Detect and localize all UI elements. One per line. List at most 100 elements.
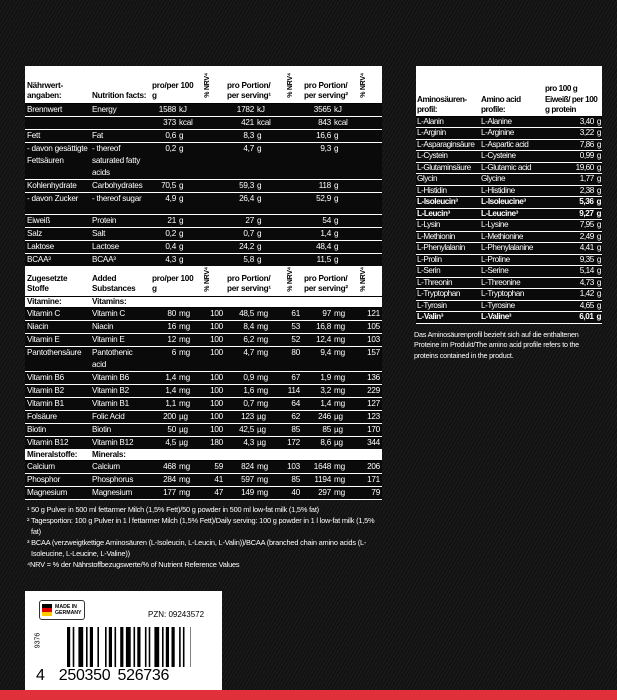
nrv-cell (285, 253, 302, 267)
ean-digit-1: 4 (36, 667, 45, 684)
value-cell: 6 mg (150, 346, 202, 372)
ean-group-2: 526736 (117, 667, 170, 684)
table-row: L-Histidin L-Histidine 2,38 g (416, 185, 602, 197)
value-cell: 16,8 mg (302, 320, 358, 334)
table-row: L-Prolin L-Proline 9,35 g (416, 254, 602, 266)
nrv-cell (285, 214, 302, 228)
nrv-cell (358, 253, 382, 267)
barcode-bar (137, 627, 141, 667)
row-label-de: Laktose (25, 240, 90, 254)
header-serving2: pro Portion/ per serving² (302, 266, 358, 297)
table-row: BCAA³ BCAA³ 4,3 g 5,8 g 11,5 g (25, 253, 382, 267)
row-label-de: Glycin (416, 173, 480, 186)
nrv-cell (358, 103, 382, 117)
barcode-bar (86, 627, 88, 667)
row-label-en: L-Methionine (480, 231, 544, 243)
nrv-cell: 59 (202, 460, 225, 474)
nrv-cell: 40 (285, 486, 302, 500)
nrv-cell: 136 (358, 371, 382, 385)
row-label-en: Salt (90, 227, 150, 241)
section-row: Mineralstoffe: Minerals: (25, 449, 382, 461)
barcode-bar (162, 627, 164, 667)
header-de: Aminosäuren-profil: (416, 66, 480, 117)
table-header: Aminosäuren-profil: Amino acid profile: … (416, 66, 602, 117)
table-row: Glycin Glycine 1,77 g (416, 173, 602, 186)
nutrition-column: Nährwert-angaben: Nutrition facts: pro/p… (25, 66, 382, 570)
nrv-cell (285, 179, 302, 193)
table-row: Eiweiß Protein 21 g 27 g 54 g (25, 214, 382, 228)
row-label-en: Phosphorus (90, 473, 150, 487)
table-row: Calcium Calcium 468 mg 59 824 mg 103 1648 mg 2… (25, 460, 382, 474)
row-label-en: - thereof sugar (90, 192, 150, 215)
row-label-en: L-Glutamic acid (480, 162, 544, 174)
row-label-de: Biotin (25, 423, 90, 437)
row-label-en: L-Histidine (480, 185, 544, 197)
nrv-cell: 103 (285, 460, 302, 474)
value-cell: 1588 kJ (150, 103, 202, 117)
row-label-en: Calcium (90, 460, 150, 474)
barcode-bar (108, 627, 112, 667)
nrv-cell (285, 103, 302, 117)
row-label-de: Pantothensäure (25, 346, 90, 372)
table-row: L-Arginin L-Arginine 3,22 g (416, 127, 602, 140)
nrv-cell: 100 (202, 371, 225, 385)
row-label-de: Phosphor (25, 473, 90, 487)
nrv-cell: 52 (285, 333, 302, 347)
nrv-cell (358, 192, 382, 215)
value-cell: 48,5 mg (225, 307, 285, 321)
nrv-cell: 67 (285, 371, 302, 385)
value-cell: 0,2 g (150, 227, 202, 241)
value-cell: 1,9 mg (302, 371, 358, 385)
barcode-bar (190, 627, 191, 667)
value-cell: 123 µg (225, 410, 285, 424)
header-nrv: % NRV⁴ (358, 66, 382, 104)
footnote: ² Tagesportion: 100 g Pulver in 1 l fett… (27, 515, 375, 536)
value-cell: 12 mg (150, 333, 202, 347)
footnote: ³ BCAA (verzweigtkettige Aminosäuren (L-… (27, 537, 367, 558)
nrv-cell (202, 142, 225, 180)
row-label-de: L-Threonin (416, 277, 480, 289)
table-row: - davon Zucker - thereof sugar 4,9 g 26,4 g… (25, 192, 382, 215)
value-cell: 6,01 g (544, 311, 602, 324)
barcode-icon (67, 627, 191, 667)
nrv-cell: 172 (285, 436, 302, 450)
table-row: L-Cystein L-Cysteine 0,99 g (416, 150, 602, 163)
nrv-cell (202, 240, 225, 254)
table-row: L-Isoleucin³ L-Isoleucine³ 5,36 g (416, 196, 602, 209)
nrv-cell (202, 129, 225, 143)
table-row: Brennwert Energy 1588 kJ 1782 kJ 3565 kJ (25, 103, 382, 117)
value-cell: 27 g (225, 214, 285, 228)
nrv-cell (285, 227, 302, 241)
table-header: Zugesetzte Stoffe Added Substances pro/p… (25, 266, 382, 297)
table-row: L-Alanin L-Alanine 3,40 g (416, 116, 602, 128)
row-label-de: Vitamin B12 (25, 436, 90, 450)
value-cell: 3,40 g (544, 116, 602, 128)
row-label-en: Vitamin C (90, 307, 150, 321)
table-row: Magnesium Magnesium 177 mg 47 149 mg 40 297 mg… (25, 486, 382, 500)
nrv-cell: 41 (202, 473, 225, 487)
value-cell: 4,7 g (225, 142, 285, 180)
row-label-de: L-Tyrosin (416, 300, 480, 312)
row-label-de: Vitamin E (25, 333, 90, 347)
table-row: Vitamin B2 Vitamin B2 1,4 mg 100 1,6 mg 114 3… (25, 384, 382, 398)
value-cell: 0,99 g (544, 150, 602, 163)
label-code: 9376 (34, 632, 42, 649)
row-label-en: L-Alanine (480, 116, 544, 128)
table-row: Pantothensäure Pantothenic acid 6 mg 100 4,… (25, 346, 382, 372)
row-label-de: Magnesium (25, 486, 90, 500)
row-label-de: - davon Zucker (25, 192, 90, 215)
table-row: Vitamin B6 Vitamin B6 1,4 mg 100 0,9 mg 67 1,… (25, 371, 382, 385)
row-label-en: L-Threonine (480, 277, 544, 289)
value-cell: 1648 mg (302, 460, 358, 474)
value-cell: 1,4 mg (150, 384, 202, 398)
nrv-cell (202, 192, 225, 215)
nrv-cell (202, 227, 225, 241)
header-serving1: pro Portion/ per serving¹ (225, 66, 285, 104)
section-de: Mineralstoffe: (25, 449, 90, 461)
nrv-cell (358, 142, 382, 180)
barcode-bar (105, 627, 107, 667)
table-row: L-Asparaginsäure L-Aspartic acid 7,86 g (416, 139, 602, 151)
table-row: Phosphor Phosphorus 284 mg 41 597 mg 85 1194 m… (25, 473, 382, 487)
value-cell: 24,2 g (225, 240, 285, 254)
row-label-de: Vitamin B2 (25, 384, 90, 398)
